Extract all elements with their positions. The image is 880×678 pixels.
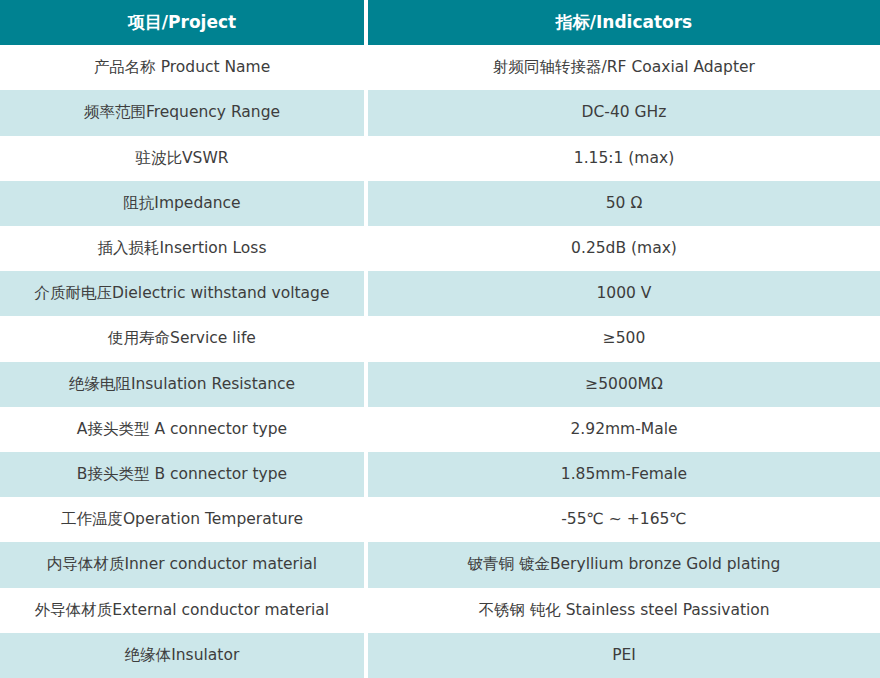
- table-row: 绝缘电阻Insulation Resistance ≥5000MΩ: [0, 362, 880, 407]
- table-row: B接头类型 B connector type 1.85mm-Female: [0, 452, 880, 497]
- header-cell-project: 项目/Project: [0, 0, 364, 45]
- row-cell-project: 使用寿命Service life: [0, 316, 364, 361]
- row-cell-indicator: PEI: [368, 633, 880, 678]
- row-cell-indicator: 射频同轴转接器/RF Coaxial Adapter: [368, 45, 880, 90]
- row-cell-project: 产品名称 Product Name: [0, 45, 364, 90]
- row-cell-indicator: 1.85mm-Female: [368, 452, 880, 497]
- table-row: 插入损耗Insertion Loss 0.25dB (max): [0, 226, 880, 271]
- row-cell-project: 内导体材质Inner conductor material: [0, 542, 364, 587]
- table-row: 阻抗Impedance 50 Ω: [0, 181, 880, 226]
- row-cell-project: 插入损耗Insertion Loss: [0, 226, 364, 271]
- row-cell-indicator: 0.25dB (max): [368, 226, 880, 271]
- row-cell-indicator: 1.15:1 (max): [368, 136, 880, 181]
- row-cell-project: 频率范围Frequency Range: [0, 90, 364, 135]
- table-header-row: 项目/Project 指标/Indicators: [0, 0, 880, 45]
- row-cell-project: 驻波比VSWR: [0, 136, 364, 181]
- row-cell-project: 工作温度Operation Temperature: [0, 497, 364, 542]
- row-cell-project: A接头类型 A connector type: [0, 407, 364, 452]
- row-cell-indicator: DC-40 GHz: [368, 90, 880, 135]
- table-row: 使用寿命Service life ≥500: [0, 316, 880, 361]
- row-cell-indicator: 2.92mm-Male: [368, 407, 880, 452]
- row-cell-indicator: ≥500: [368, 316, 880, 361]
- row-cell-indicator: 铍青铜 镀金Beryllium bronze Gold plating: [368, 542, 880, 587]
- row-cell-project: 绝缘体Insulator: [0, 633, 364, 678]
- row-cell-project: B接头类型 B connector type: [0, 452, 364, 497]
- row-cell-indicator: ≥5000MΩ: [368, 362, 880, 407]
- table-row: 频率范围Frequency Range DC-40 GHz: [0, 90, 880, 135]
- row-cell-indicator: 50 Ω: [368, 181, 880, 226]
- table-row: 工作温度Operation Temperature -55℃ ~ +165℃: [0, 497, 880, 542]
- table-row: 产品名称 Product Name 射频同轴转接器/RF Coaxial Ada…: [0, 45, 880, 90]
- table-row: 内导体材质Inner conductor material 铍青铜 镀金Bery…: [0, 542, 880, 587]
- table-row: 驻波比VSWR 1.15:1 (max): [0, 136, 880, 181]
- table-row: 绝缘体Insulator PEI: [0, 633, 880, 678]
- row-cell-project: 介质耐电压Dielectric withstand voltage: [0, 271, 364, 316]
- header-cell-indicators: 指标/Indicators: [368, 0, 880, 45]
- row-cell-project: 阻抗Impedance: [0, 181, 364, 226]
- row-cell-indicator: 1000 V: [368, 271, 880, 316]
- row-cell-project: 外导体材质External conductor material: [0, 588, 364, 633]
- row-cell-indicator: 不锈钢 钝化 Stainless steel Passivation: [368, 588, 880, 633]
- table-row: 介质耐电压Dielectric withstand voltage 1000 V: [0, 271, 880, 316]
- table-row: 外导体材质External conductor material 不锈钢 钝化 …: [0, 588, 880, 633]
- row-cell-indicator: -55℃ ~ +165℃: [368, 497, 880, 542]
- spec-table: 项目/Project 指标/Indicators 产品名称 Product Na…: [0, 0, 880, 678]
- table-row: A接头类型 A connector type 2.92mm-Male: [0, 407, 880, 452]
- row-cell-project: 绝缘电阻Insulation Resistance: [0, 362, 364, 407]
